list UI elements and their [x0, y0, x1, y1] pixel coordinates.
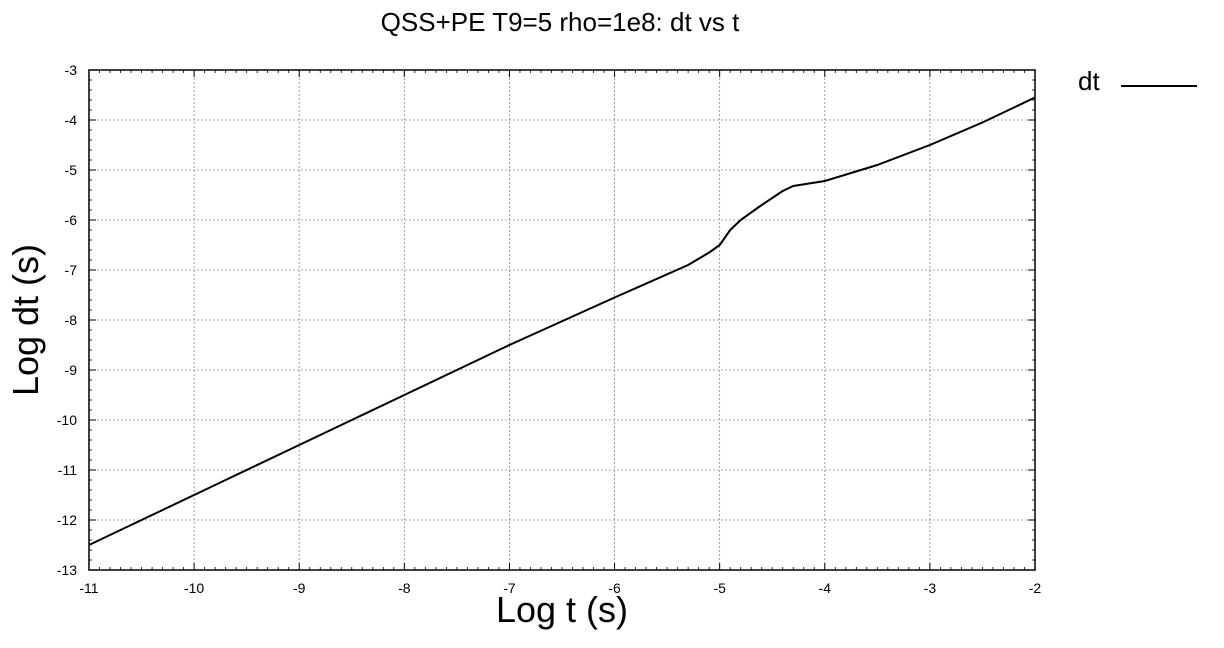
y-axis-title: Log dt (s) — [5, 244, 46, 396]
y-tick-label: -9 — [65, 362, 78, 378]
x-tick-label: -10 — [184, 580, 204, 596]
chart-title: QSS+PE T9=5 rho=1e8: dt vs t — [381, 7, 740, 37]
x-tick-label: -7 — [503, 580, 516, 596]
x-tick-label: -9 — [293, 580, 306, 596]
y-tick-label: -7 — [65, 262, 78, 278]
legend: dt — [1078, 66, 1197, 96]
x-tick-label: -8 — [398, 580, 411, 596]
x-tick-label: -2 — [1029, 580, 1042, 596]
x-tick-label: -11 — [79, 580, 98, 596]
x-tick-label: -6 — [608, 580, 621, 596]
x-tick-labels: -11 -10 -9 -8 -7 -6 -5 -4 -3 -2 — [79, 580, 1041, 596]
plot-area-frame — [88, 69, 1036, 571]
y-tick-label: -5 — [65, 162, 78, 178]
major-ticks — [88, 69, 1036, 571]
y-tick-label: -3 — [65, 62, 78, 78]
x-tick-label: -5 — [713, 580, 726, 596]
y-tick-label: -13 — [57, 562, 77, 578]
x-tick-label: -4 — [819, 580, 832, 596]
legend-label: dt — [1078, 66, 1100, 96]
x-axis-title: Log t (s) — [496, 589, 628, 630]
grid-lines — [89, 70, 1035, 570]
y-tick-labels: -3 -4 -5 -6 -7 -8 -9 -10 -11 -12 -13 — [57, 62, 77, 578]
y-tick-label: -6 — [65, 212, 78, 228]
y-tick-label: -8 — [65, 312, 78, 328]
y-tick-label: -11 — [58, 462, 77, 478]
y-tick-label: -10 — [57, 412, 77, 428]
series-layer — [88, 96, 1036, 546]
series-line-dt — [88, 96, 1036, 546]
x-tick-label: -3 — [924, 580, 937, 596]
y-tick-label: -4 — [65, 112, 78, 128]
y-tick-label: -12 — [57, 512, 77, 528]
